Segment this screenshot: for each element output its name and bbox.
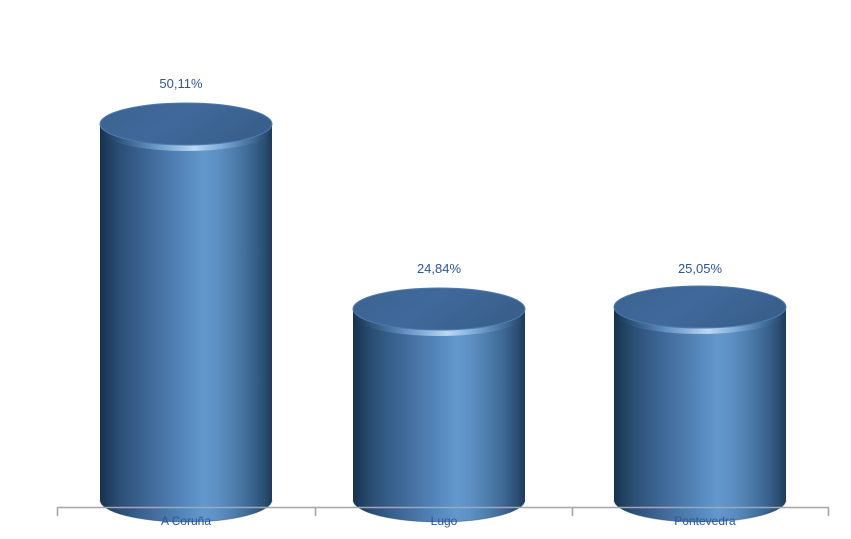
- cylinder-a-coruna[interactable]: [99, 102, 273, 523]
- cylinder-lugo[interactable]: [352, 287, 526, 523]
- data-label-a-coruna: 50,11%: [159, 76, 203, 91]
- data-label-pontevedra: 25,05%: [677, 261, 723, 276]
- data-label-lugo: 24,84%: [416, 261, 462, 276]
- cylinder-pontevedra[interactable]: [613, 285, 787, 523]
- category-label-pontevedra: Pontevedra: [674, 514, 736, 528]
- category-label-lugo: Lugo: [430, 514, 458, 528]
- category-axis: [56, 506, 830, 516]
- category-label-a-coruna: A Coruña: [160, 514, 212, 528]
